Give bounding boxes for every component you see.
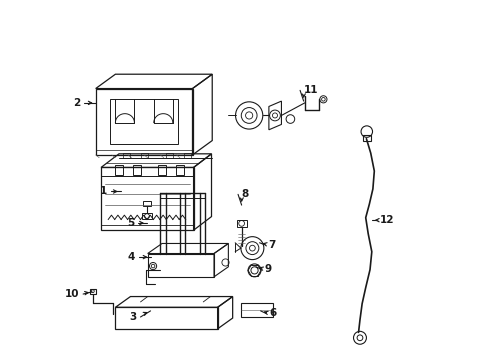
Bar [241, 303, 273, 317]
Text: 10: 10 [65, 289, 80, 299]
Bar [183, 153, 191, 158]
Bar [236, 220, 246, 226]
Text: 4: 4 [127, 252, 135, 262]
Text: 8: 8 [241, 189, 248, 199]
Text: 3: 3 [129, 312, 137, 322]
Bar [133, 165, 141, 175]
Bar [158, 165, 166, 175]
Text: 11: 11 [303, 85, 318, 95]
Bar [165, 153, 173, 158]
Bar [122, 153, 130, 158]
Text: 12: 12 [379, 215, 394, 225]
Text: 7: 7 [267, 239, 275, 249]
Bar [362, 135, 370, 140]
Text: 9: 9 [264, 264, 271, 274]
Bar [143, 201, 150, 206]
Bar [89, 289, 96, 294]
Text: 5: 5 [126, 218, 134, 228]
Text: 2: 2 [73, 98, 80, 108]
Text: 6: 6 [269, 309, 276, 318]
Bar [115, 165, 123, 175]
Bar [142, 213, 151, 220]
Text: 1: 1 [100, 186, 107, 197]
Bar [140, 153, 148, 158]
Bar [176, 165, 184, 175]
